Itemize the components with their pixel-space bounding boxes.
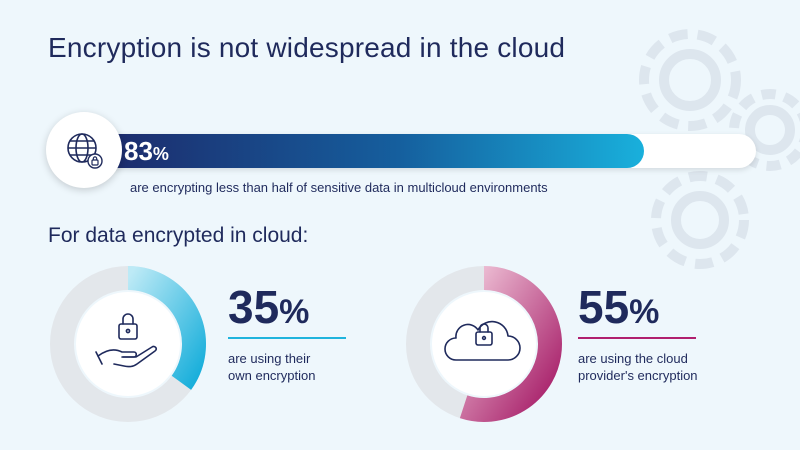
hand-lock-icon xyxy=(95,313,158,368)
stat-own-number: 35 xyxy=(228,281,280,333)
stat-provider-divider xyxy=(578,337,696,339)
section-subtitle: For data encrypted in cloud: xyxy=(48,224,309,247)
donut-provider-encryption xyxy=(406,266,562,422)
stat-own-caption-line2: own encryption xyxy=(228,368,316,383)
headline-percent: 83% xyxy=(124,136,169,167)
stat-provider-caption-line2: provider's encryption xyxy=(578,368,698,383)
progress-bar-track xyxy=(100,134,756,168)
headline-caption: are encrypting less than half of sensiti… xyxy=(130,180,548,195)
donut-arc xyxy=(459,266,562,422)
stat-provider-percent: 55% xyxy=(578,280,659,334)
stat-own-caption-line1: are using their xyxy=(228,351,311,366)
headline-number: 83 xyxy=(124,136,153,166)
globe-badge xyxy=(46,112,122,188)
stat-provider-caption-line1: are using the cloud xyxy=(578,351,688,366)
stat-own-caption: are using their own encryption xyxy=(228,350,428,384)
stat-own-percent: 35% xyxy=(228,280,309,334)
gears-icon xyxy=(639,29,800,269)
cloud-lock-icon xyxy=(444,320,521,361)
stat-provider-caption: are using the cloud provider's encryptio… xyxy=(578,350,778,384)
stat-own-divider xyxy=(228,337,346,339)
donut-arc xyxy=(127,266,206,390)
stat-provider-unit: % xyxy=(629,293,660,331)
progress-bar-fill xyxy=(100,134,645,168)
donut-center xyxy=(76,292,180,396)
headline-unit: % xyxy=(152,144,169,164)
donut-own-encryption xyxy=(50,266,206,422)
donut-center xyxy=(432,292,536,396)
stat-own-unit: % xyxy=(279,293,310,331)
page-title: Encryption is not widespread in the clou… xyxy=(48,32,566,63)
stat-provider-number: 55 xyxy=(578,281,630,333)
globe-lock-icon xyxy=(67,133,103,169)
